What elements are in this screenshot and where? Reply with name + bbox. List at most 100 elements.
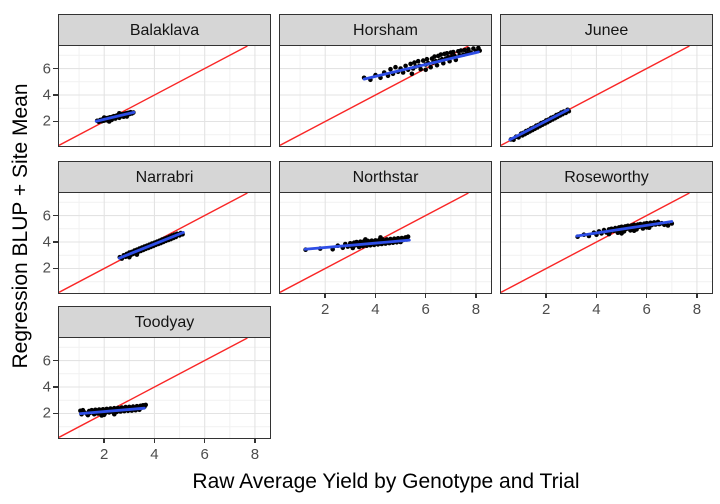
facet-strip: Toodyay	[58, 306, 271, 339]
y-tick-label: 4	[42, 378, 51, 396]
data-point	[409, 71, 415, 77]
facet-strip-label: Horsham	[353, 21, 418, 39]
facet-strip: Narrabri	[58, 161, 271, 194]
data-point	[134, 252, 140, 257]
x-tick-label: 2	[542, 301, 551, 318]
data-point	[106, 119, 112, 124]
data-point	[451, 49, 456, 55]
x-tick-label: 6	[421, 301, 430, 318]
data-point	[143, 402, 148, 408]
facet-panel	[279, 45, 492, 147]
data-point	[405, 234, 411, 239]
axis-tick	[153, 439, 156, 443]
data-point	[466, 47, 471, 52]
x-tick-label: 8	[692, 301, 702, 318]
axis-tick	[696, 294, 698, 298]
axis-tick	[203, 439, 206, 443]
x-tick-label: 6	[200, 446, 209, 463]
data-point	[378, 235, 383, 240]
y-tick-label: 2	[42, 404, 51, 422]
data-point	[363, 237, 368, 242]
facet-strip: Junee	[500, 14, 713, 47]
data-point	[428, 64, 433, 70]
axis-tick	[53, 412, 58, 415]
axis-tick	[595, 294, 598, 298]
data-point	[665, 223, 671, 228]
facet-strip-label: Toodyay	[134, 313, 195, 331]
facet-strip-label: Balaklava	[129, 21, 200, 39]
data-point	[444, 51, 450, 56]
facet-strip-label: Northstar	[352, 168, 419, 186]
data-point	[403, 63, 408, 69]
smooth-line	[362, 50, 480, 81]
facet-panel	[500, 192, 713, 294]
smooth-line	[508, 108, 570, 142]
identity-line	[501, 193, 690, 293]
axis-tick	[424, 294, 427, 298]
x-tick-label: 2	[321, 301, 330, 318]
axis-tick	[545, 294, 547, 298]
facet-panel	[58, 192, 271, 294]
data-point	[631, 228, 637, 233]
x-tick-label: 6	[642, 301, 651, 318]
data-point	[112, 411, 117, 417]
smooth-line	[117, 231, 185, 260]
facet-plot-area	[280, 193, 491, 293]
facet-strip: Roseworthy	[500, 161, 713, 194]
axis-tick	[53, 267, 58, 270]
data-point	[80, 407, 86, 413]
facet-strip-label: Roseworthy	[564, 168, 649, 186]
axis-tick	[53, 241, 58, 243]
data-point	[101, 412, 107, 418]
axis-tick	[53, 67, 58, 70]
data-point	[423, 67, 428, 73]
facet-panel	[279, 192, 492, 294]
x-tick-label: 4	[371, 301, 380, 318]
axis-tick	[374, 294, 377, 298]
data-point	[408, 61, 413, 67]
data-point	[434, 62, 440, 68]
data-point	[441, 60, 446, 66]
facet-strip: Northstar	[279, 161, 492, 194]
data-point	[420, 58, 426, 63]
axis-tick	[53, 214, 58, 217]
facet-panel	[500, 45, 713, 147]
facet-strip-label: Junee	[584, 21, 629, 39]
data-point	[606, 231, 612, 237]
x-tick-label: 8	[471, 301, 481, 318]
facet-strip-label: Narrabri	[135, 168, 194, 186]
axis-tick	[53, 94, 58, 96]
y-tick-label: 6	[42, 60, 51, 78]
identity-line	[59, 46, 248, 146]
data-point	[424, 56, 430, 62]
y-tick-label: 2	[42, 259, 51, 277]
axis-tick	[475, 294, 477, 298]
facet-plot-area	[501, 193, 712, 293]
facet-plot-area	[501, 46, 712, 146]
axis-tick	[53, 386, 58, 388]
data-point	[418, 66, 423, 72]
facet-strip: Balaklava	[58, 14, 271, 47]
data-point	[462, 47, 467, 53]
facet-plot-area	[59, 193, 270, 293]
axis-tick	[53, 359, 58, 362]
x-tick-label: 8	[250, 446, 260, 463]
y-tick-label: 4	[42, 86, 51, 104]
data-point	[458, 48, 464, 53]
axis-tick	[324, 294, 326, 298]
y-tick-label: 6	[42, 352, 51, 370]
x-axis-title: Raw Average Yield by Genotype and Trial	[192, 470, 580, 493]
smooth-line	[78, 406, 146, 416]
axis-tick	[53, 120, 58, 123]
data-point	[619, 231, 624, 236]
y-tick-label: 2	[42, 112, 51, 130]
data-point	[415, 58, 421, 64]
facet-strip: Horsham	[279, 14, 492, 47]
data-point	[412, 60, 417, 65]
x-tick-label: 4	[592, 301, 601, 318]
smooth-line	[303, 238, 411, 251]
data-point	[432, 54, 437, 59]
data-point	[393, 64, 398, 70]
axis-tick	[254, 439, 256, 443]
